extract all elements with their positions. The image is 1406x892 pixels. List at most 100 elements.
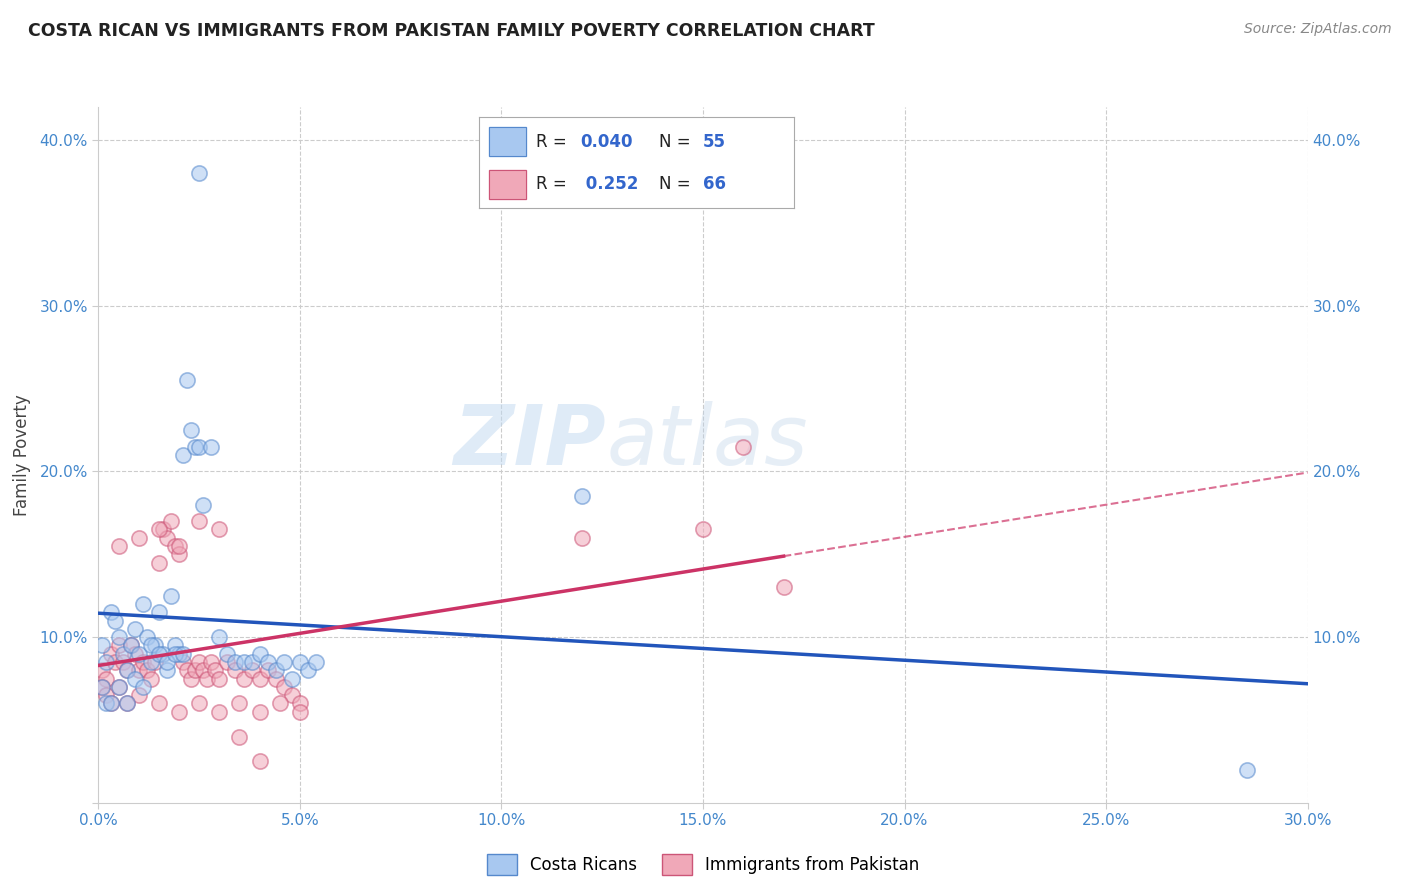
Point	[1236, 763, 1258, 777]
Point	[91, 680, 114, 694]
Point	[167, 647, 190, 661]
Point	[107, 630, 129, 644]
Point	[132, 680, 155, 694]
Point	[163, 639, 186, 653]
Point	[256, 663, 278, 677]
Point	[163, 539, 186, 553]
Point	[232, 655, 254, 669]
Point	[132, 655, 155, 669]
Point	[124, 647, 146, 661]
Point	[100, 647, 122, 661]
Point	[195, 672, 218, 686]
Point	[180, 672, 202, 686]
Point	[148, 605, 170, 619]
Point	[193, 663, 215, 677]
Point	[115, 697, 138, 711]
Point	[232, 672, 254, 686]
Point	[269, 697, 291, 711]
Text: 0.040: 0.040	[579, 133, 633, 151]
Point	[107, 680, 129, 694]
Point	[571, 489, 593, 503]
Point	[91, 680, 114, 694]
Point	[264, 663, 287, 677]
Point	[172, 655, 194, 669]
Point	[132, 597, 155, 611]
Point	[256, 655, 278, 669]
Point	[148, 647, 170, 661]
Point	[228, 730, 250, 744]
Point	[172, 448, 194, 462]
Bar	[489, 170, 526, 199]
Point	[249, 755, 271, 769]
Point	[167, 705, 190, 719]
Point	[115, 663, 138, 677]
Point	[128, 688, 150, 702]
Point	[160, 514, 183, 528]
Point	[107, 539, 129, 553]
Text: R =: R =	[536, 133, 572, 151]
Point	[124, 672, 146, 686]
Point	[128, 663, 150, 677]
Point	[264, 672, 287, 686]
Point	[128, 531, 150, 545]
Bar	[489, 128, 526, 156]
Y-axis label: Family Poverty: Family Poverty	[13, 394, 31, 516]
Point	[281, 672, 304, 686]
Point	[692, 523, 714, 537]
Point	[111, 655, 134, 669]
Point	[135, 663, 157, 677]
Point	[111, 647, 134, 661]
Point	[772, 581, 794, 595]
Text: 0.252: 0.252	[579, 176, 638, 194]
Point	[240, 655, 263, 669]
Point	[124, 622, 146, 636]
Point	[204, 663, 226, 677]
Point	[96, 655, 118, 669]
Point	[156, 663, 179, 677]
Point	[156, 655, 179, 669]
Point	[184, 440, 207, 454]
Point	[115, 697, 138, 711]
Point	[208, 672, 231, 686]
Point	[273, 680, 295, 694]
Point	[228, 697, 250, 711]
Point	[208, 523, 231, 537]
Point	[281, 688, 304, 702]
Point	[148, 523, 170, 537]
Point	[128, 647, 150, 661]
Point	[96, 688, 118, 702]
Text: atlas: atlas	[606, 401, 808, 482]
Point	[167, 539, 190, 553]
Bar	[489, 128, 526, 156]
Point	[103, 614, 125, 628]
Point	[188, 166, 211, 180]
Point	[249, 705, 271, 719]
Point	[143, 639, 166, 653]
Text: N =: N =	[658, 133, 696, 151]
Point	[100, 605, 122, 619]
Point	[193, 498, 215, 512]
Text: 55: 55	[703, 133, 725, 151]
Point	[288, 705, 311, 719]
Point	[139, 655, 162, 669]
Point	[200, 655, 222, 669]
Point	[107, 639, 129, 653]
Text: R =: R =	[536, 176, 572, 194]
Text: COSTA RICAN VS IMMIGRANTS FROM PAKISTAN FAMILY POVERTY CORRELATION CHART: COSTA RICAN VS IMMIGRANTS FROM PAKISTAN …	[28, 22, 875, 40]
Point	[96, 697, 118, 711]
Point	[305, 655, 328, 669]
Point	[163, 647, 186, 661]
Point	[176, 373, 198, 387]
Point	[240, 663, 263, 677]
Point	[172, 647, 194, 661]
Point	[139, 672, 162, 686]
Point	[188, 697, 211, 711]
Legend: Costa Ricans, Immigrants from Pakistan: Costa Ricans, Immigrants from Pakistan	[486, 855, 920, 875]
Point	[180, 423, 202, 437]
Point	[217, 655, 239, 669]
Point	[208, 630, 231, 644]
Point	[91, 663, 114, 677]
Point	[208, 705, 231, 719]
Point	[224, 655, 246, 669]
Point	[96, 672, 118, 686]
